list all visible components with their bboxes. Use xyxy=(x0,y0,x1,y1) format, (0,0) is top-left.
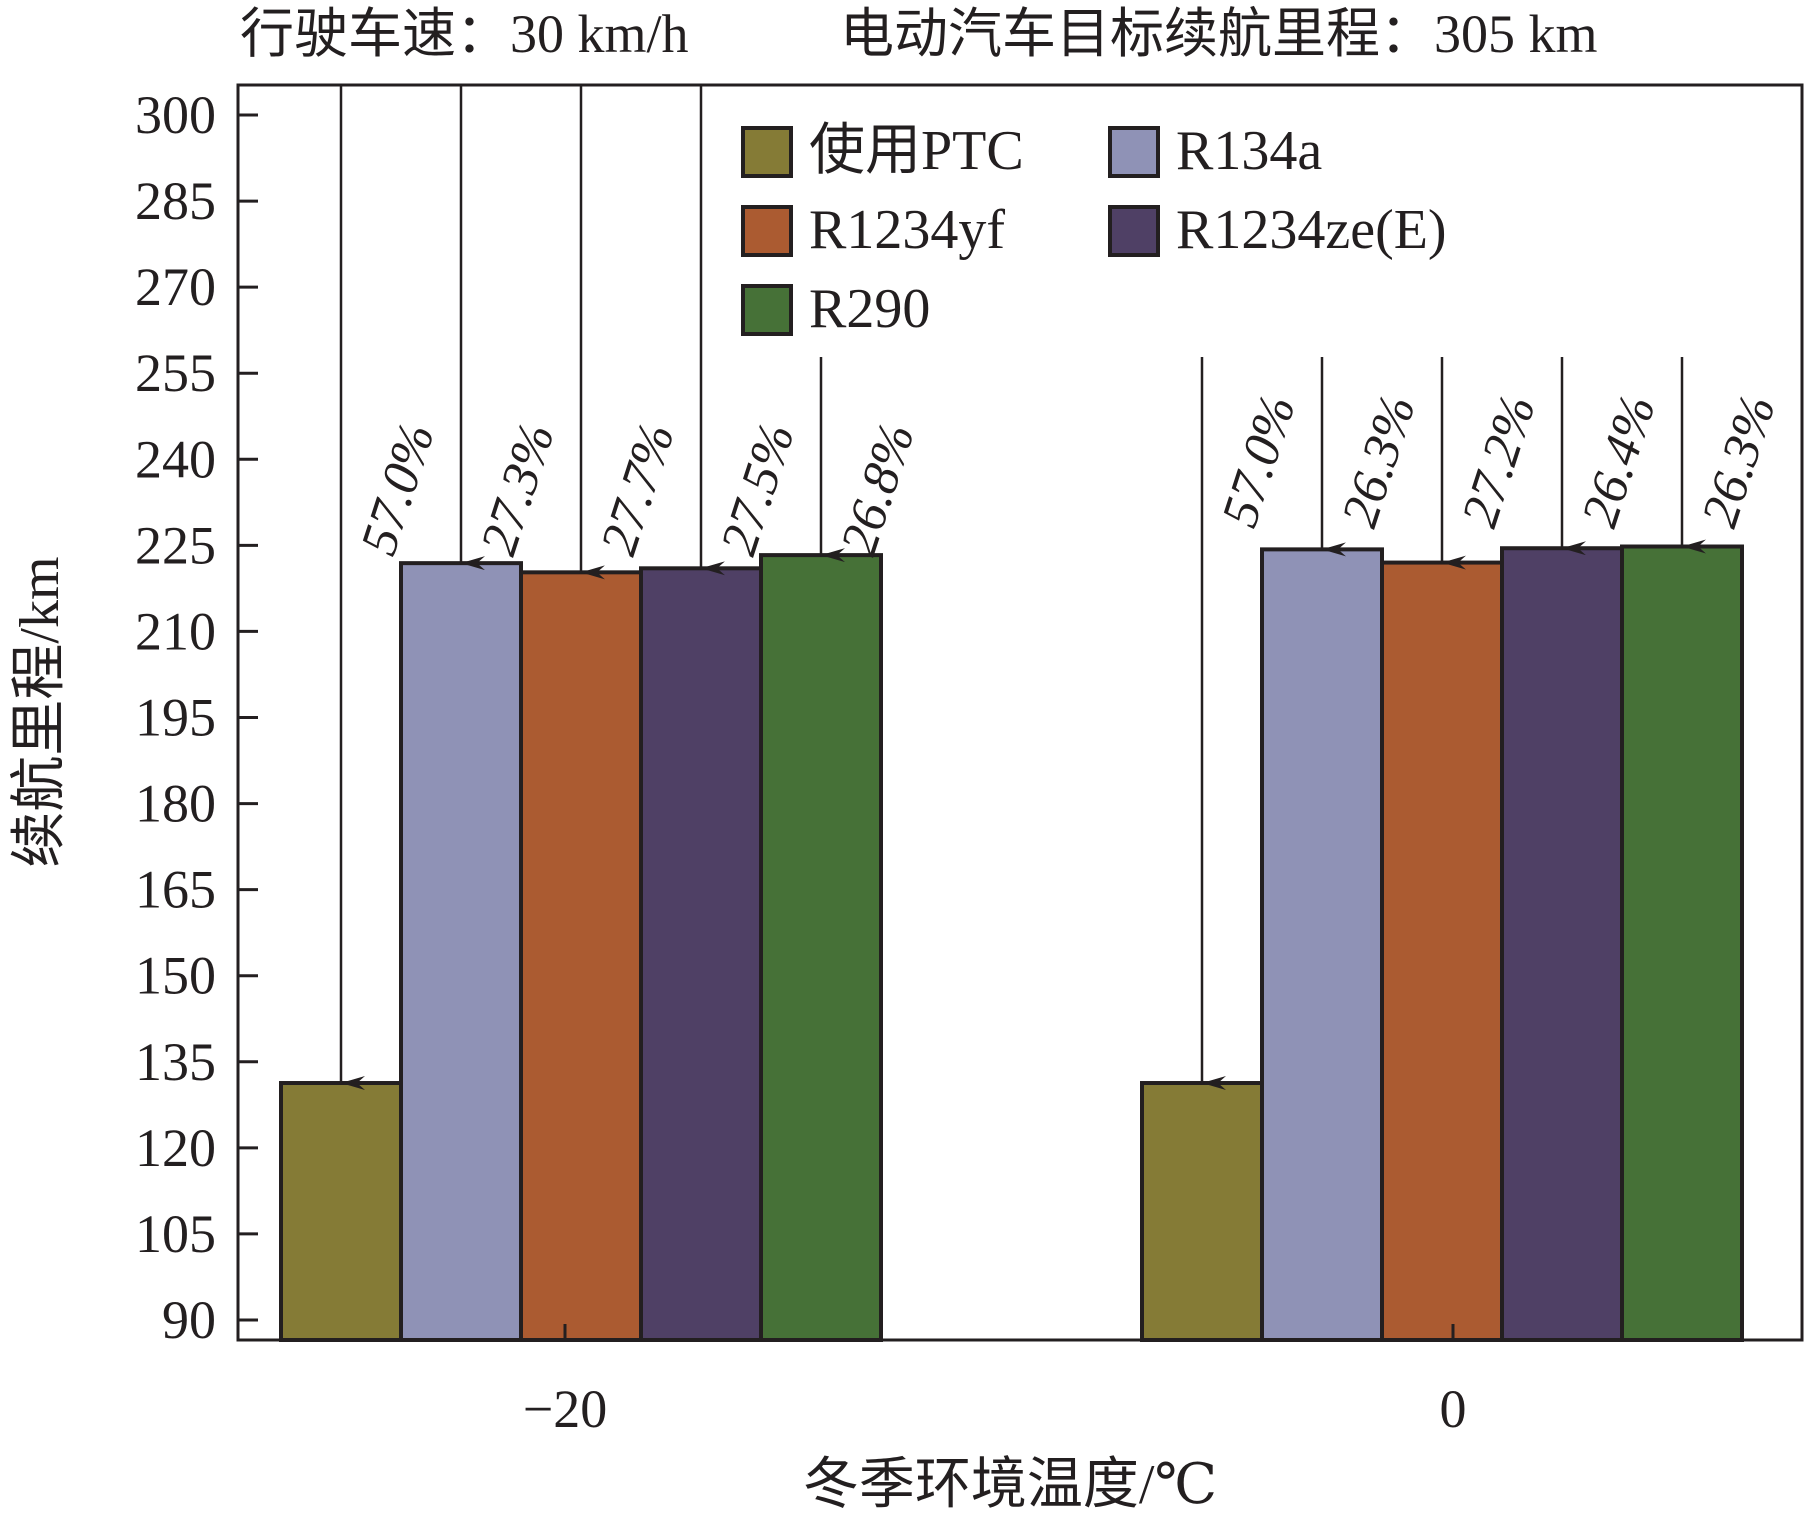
annotation-arrows xyxy=(339,85,1706,1091)
bar xyxy=(639,566,763,1342)
annotation-labels: 57.0% 27.3% 27.7% 27.5% 26.8% 57.0% 26.3% 27.2%… xyxy=(350,388,1787,561)
legend-swatch xyxy=(1108,205,1160,257)
percent-label: 57.0% xyxy=(350,416,446,561)
y-tick-label: 225 xyxy=(135,515,216,575)
y-tick-label: 135 xyxy=(135,1032,216,1092)
y-tick-label: 120 xyxy=(135,1118,216,1178)
y-axis: 90 105 120 135 150 165 180 195 210 225 240 255 270 28… xyxy=(135,85,258,1350)
bar xyxy=(1620,544,1744,1342)
x-tick-label: −20 xyxy=(523,1379,607,1439)
x-axis: −20 0 xyxy=(523,1324,1467,1439)
legend-swatch xyxy=(741,126,793,178)
x-axis-label: 冬季环境温度/℃ xyxy=(803,1454,1217,1516)
bar xyxy=(399,561,523,1342)
bar xyxy=(519,570,643,1342)
y-tick-label: 90 xyxy=(162,1290,216,1350)
x-tick-label: 0 xyxy=(1440,1379,1467,1439)
y-tick-label: 195 xyxy=(135,688,216,748)
percent-label: 27.3% xyxy=(470,416,566,561)
y-tick-label: 165 xyxy=(135,860,216,920)
legend-swatch xyxy=(741,205,793,257)
percent-label: 26.3% xyxy=(1691,388,1787,533)
percent-label: 26.4% xyxy=(1571,388,1667,533)
y-tick-label: 285 xyxy=(135,171,216,231)
y-tick-label: 270 xyxy=(135,257,216,317)
chart-title-right: 电动汽车目标续航里程：305 km xyxy=(840,4,1598,64)
legend: 使用PTC R134a R1234yf R1234ze(E) R290 xyxy=(741,120,1447,340)
legend-label: 使用PTC xyxy=(809,120,1024,182)
y-tick-label: 255 xyxy=(135,343,216,403)
legend-swatch xyxy=(741,284,793,336)
y-tick-label: 105 xyxy=(135,1204,216,1264)
legend-swatch xyxy=(1108,126,1160,178)
percent-label: 27.5% xyxy=(710,416,806,561)
percent-label: 27.7% xyxy=(590,416,686,561)
bar xyxy=(1500,546,1624,1342)
y-tick-label: 300 xyxy=(135,85,216,145)
bar xyxy=(279,1081,403,1343)
y-tick-label: 150 xyxy=(135,946,216,1006)
legend-label: R1234yf xyxy=(809,199,1005,261)
y-axis-label: 续航里程/km xyxy=(9,556,71,867)
y-tick-label: 240 xyxy=(135,429,216,489)
bar xyxy=(1380,560,1504,1342)
chart-title-left: 行驶车速：30 km/h xyxy=(240,4,689,64)
y-tick-label: 180 xyxy=(135,774,216,834)
legend-label: R134a xyxy=(1176,120,1322,182)
plot-frame xyxy=(236,83,1804,1342)
percent-label: 26.3% xyxy=(1331,388,1427,533)
bar xyxy=(1140,1081,1264,1343)
percent-label: 57.0% xyxy=(1211,388,1307,533)
legend-label: R290 xyxy=(809,278,930,340)
bars-layer xyxy=(279,544,1744,1343)
bar xyxy=(1260,547,1384,1342)
percent-label: 26.8% xyxy=(830,416,926,561)
bar xyxy=(759,553,883,1342)
percent-label: 27.2% xyxy=(1451,388,1547,533)
legend-label: R1234ze(E) xyxy=(1176,199,1447,261)
y-tick-label: 210 xyxy=(135,601,216,661)
